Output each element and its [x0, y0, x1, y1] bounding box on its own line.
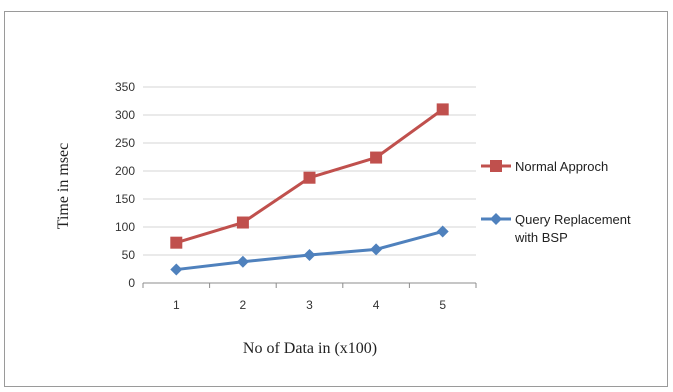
x-tick-label: 2 [240, 298, 247, 312]
x-tick-label: 5 [439, 298, 446, 312]
y-tick-label: 350 [115, 80, 135, 94]
series-2 [170, 225, 449, 276]
x-tick-labels: 1 2 3 4 5 [142, 283, 477, 312]
y-tick-label: 250 [115, 136, 135, 150]
y-axis-title: Time in msec [55, 143, 72, 230]
y-tick-label: 200 [115, 164, 135, 178]
data-point [303, 171, 316, 184]
data-point [236, 216, 249, 229]
legend-label: Normal Approch [515, 159, 608, 174]
legend-marker [490, 160, 502, 172]
y-tick-labels: 0 50 100 150 200 250 300 350 [115, 80, 135, 290]
series-1 [170, 103, 449, 249]
x-tick-label: 1 [173, 298, 180, 312]
y-tick-label: 150 [115, 192, 135, 206]
series-group [170, 103, 449, 276]
x-tick-label: 4 [373, 298, 380, 312]
x-tick-label: 3 [306, 298, 313, 312]
y-tick-label: 0 [128, 276, 135, 290]
gridlines [143, 86, 476, 256]
data-point [436, 225, 449, 238]
y-tick-label: 50 [122, 248, 136, 262]
data-point [236, 255, 249, 268]
legend-marker [490, 213, 502, 225]
y-tick-label: 300 [115, 108, 135, 122]
y-tick-label: 100 [115, 220, 135, 234]
data-point [170, 236, 183, 249]
data-point [436, 103, 449, 116]
data-point [370, 243, 383, 256]
data-point [303, 249, 316, 261]
data-point [370, 151, 383, 164]
x-axis-title: No of Data in (x100) [243, 340, 377, 357]
legend-label: with BSP [514, 230, 568, 245]
legend-entry: Query Replacement with BSP [481, 212, 631, 245]
legend-label: Query Replacement [515, 212, 631, 227]
data-point [170, 263, 183, 276]
legend: Normal Approch Query Replacement with BSP [481, 159, 631, 245]
legend-entry: Normal Approch [481, 159, 608, 174]
